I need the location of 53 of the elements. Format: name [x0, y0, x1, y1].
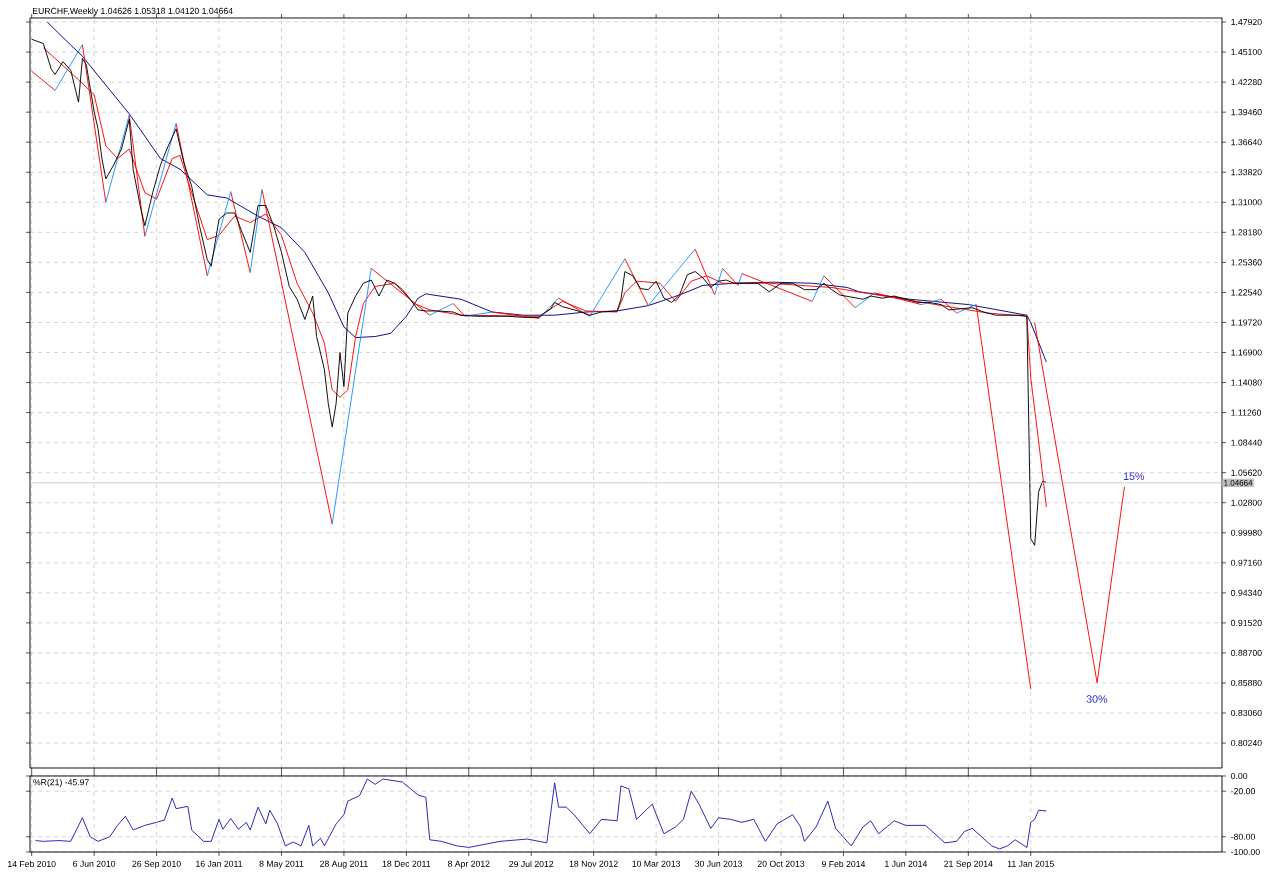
- x-tick-label: 18 Nov 2012: [569, 860, 618, 867]
- x-tick-label: 29 Jul 2012: [509, 860, 554, 868]
- x-tick-label: 10 Mar 2013: [632, 860, 681, 867]
- y-tick-label: 0.85880: [1231, 679, 1262, 687]
- y-tick-label: 1.36640: [1231, 139, 1262, 146]
- y-tick-label: 0.94340: [1231, 589, 1262, 596]
- x-tick-label: 1 Jun 2014: [885, 860, 928, 867]
- x-tick-label: 16 Jan 2011: [196, 860, 243, 867]
- annotation: 30%: [1086, 695, 1108, 703]
- x-tick-label: 8 Apr 2012: [447, 860, 490, 869]
- x-tick-label: 26 Sep 2010: [132, 860, 181, 869]
- x-tick-label: 8 May 2011: [259, 860, 304, 869]
- x-tick-label: 18 Dec 2011: [382, 860, 431, 867]
- ref-line-label: 1.04664: [1224, 480, 1253, 486]
- line-series: [46, 21, 1047, 363]
- line-series: [35, 778, 1047, 850]
- y-tick-label: 0.83060: [1231, 709, 1262, 717]
- y-tick-label: 0.00: [1231, 772, 1248, 780]
- y-tick-label: 1.11260: [1231, 409, 1262, 416]
- y-tick-label: -80.00: [1231, 833, 1255, 840]
- chart-title: EURCHF,Weekly 1.04626 1.05318 1.04120 1.04664: [32, 7, 233, 16]
- x-tick-label: 28 Aug 2011: [320, 860, 368, 869]
- y-tick-label: 1.02800: [1231, 499, 1262, 506]
- x-tick-label: 9 Feb 2014: [821, 860, 866, 868]
- chart-title: %R(21) -45.97: [33, 778, 89, 787]
- y-tick-label: 1.31000: [1231, 199, 1262, 206]
- y-tick-label: 1.47920: [1231, 18, 1262, 26]
- y-tick-label: 0.99980: [1231, 529, 1262, 536]
- y-tick-label: 1.33820: [1231, 169, 1262, 176]
- y-tick-label: 1.39460: [1231, 109, 1262, 116]
- x-tick-label: 11 Jan 2015: [1007, 860, 1054, 867]
- x-tick-label: 14 Feb 2010: [8, 860, 56, 868]
- x-tick-label: 30 Jun 2013: [695, 860, 743, 867]
- y-tick-label: 1.05620: [1231, 469, 1262, 476]
- y-tick-label: 1.16900: [1231, 349, 1262, 356]
- y-tick-label: 0.80240: [1231, 739, 1262, 747]
- y-tick-label: 0.91520: [1231, 619, 1262, 626]
- y-tick-label: 0.88700: [1231, 649, 1262, 656]
- annotation: 15%: [1123, 472, 1145, 480]
- y-tick-label: 1.08440: [1231, 439, 1262, 446]
- y-tick-label: 1.45100: [1231, 49, 1262, 56]
- y-tick-label: 1.28180: [1231, 229, 1262, 236]
- y-tick-label: 1.19720: [1231, 319, 1262, 326]
- x-tick-label: 21 Sep 2014: [944, 860, 993, 869]
- x-tick-label: 6 Jun 2010: [73, 860, 116, 867]
- x-tick-label: 20 Oct 2013: [757, 860, 805, 867]
- y-tick-label: -100.00: [1231, 848, 1260, 856]
- y-tick-label: -20.00: [1231, 788, 1255, 795]
- y-tick-label: 1.22540: [1231, 289, 1262, 296]
- y-tick-label: 1.42280: [1231, 79, 1262, 86]
- y-tick-label: 1.14080: [1231, 379, 1262, 386]
- y-tick-label: 1.25360: [1231, 259, 1262, 266]
- y-tick-label: 0.97160: [1231, 559, 1262, 566]
